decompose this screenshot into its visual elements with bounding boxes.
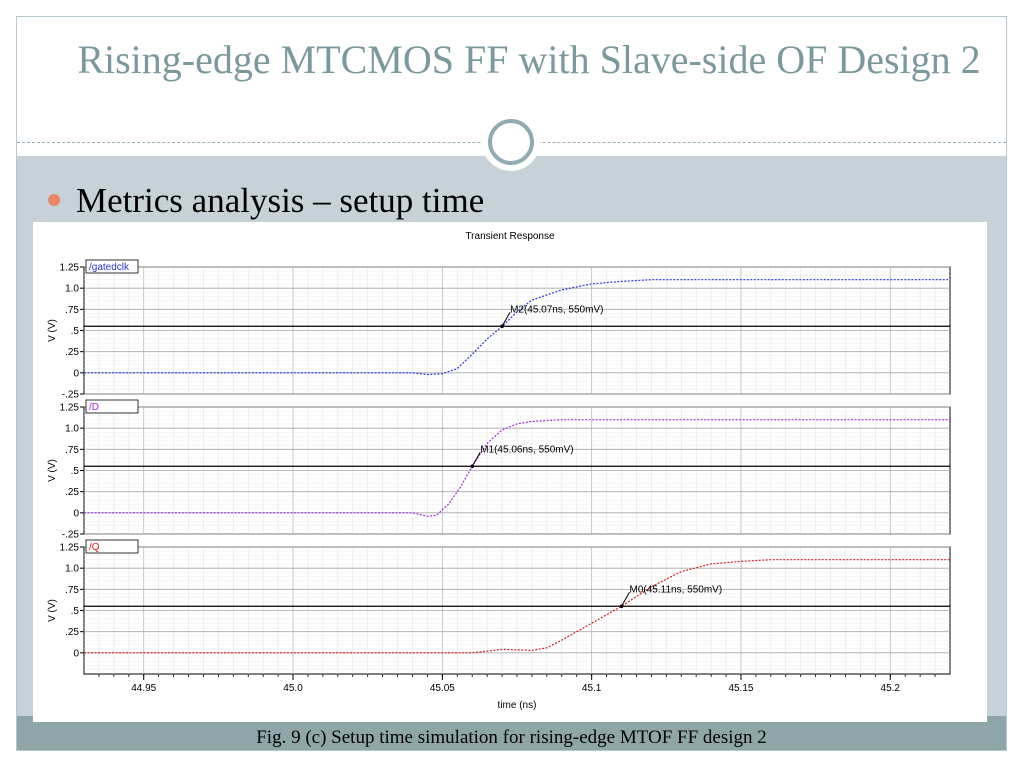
y-axis-label: V (V) [47,599,58,622]
marker-pointer [621,592,630,607]
x-tick-label: 45.2 [881,683,901,694]
legend-label: /Q [89,542,100,553]
legend-box [85,539,139,554]
x-tick-label: 45.15 [728,683,753,694]
bullet-text: Metrics analysis – setup time [76,181,485,220]
figure-caption: Fig. 9 (c) Setup time simulation for ris… [256,727,767,748]
marker-label: M1(45.06ns, 550mV) [480,444,573,455]
chart-title: Transient Response [465,231,555,242]
marker-label: M2(45.07ns, 550mV) [510,304,603,315]
y-tick-label: .75 [65,585,79,596]
y-tick-label: .5 [71,466,80,477]
ring-ornament-inner [488,119,534,165]
y-tick-label: 0 [73,368,79,379]
legend-label: /gatedclk [89,262,130,273]
legend-box [85,399,139,414]
x-tick-label: 45.1 [582,683,602,694]
transient-response-chart: Transient Response 1.25 1.0 .75 .5 .25 0 -.25 V … [47,231,951,711]
marker-pointer [471,452,481,467]
y-tick-label: 1.0 [65,284,79,295]
series-line [84,559,950,654]
marker-label: M0(45.11ns, 550mV) [630,584,723,595]
x-tick-label: 44.95 [131,683,156,694]
slide-frame [16,16,1007,751]
y-tick-label: .25 [65,347,79,358]
ring-ornament-icon [482,113,540,171]
marker-pointer [501,312,511,327]
y-axis-label: V (V) [47,319,58,342]
chart-container: Transient Response 1.25 1.0 .75 .5 .25 0 -.25 V … [33,222,987,722]
y-tick-label: 0 [73,648,79,659]
y-tick-label: 0 [73,508,79,519]
y-tick-label: 1.25 [60,543,80,554]
marker-point [500,324,504,329]
y-tick-label: 1.0 [65,424,79,435]
legend-box [85,259,139,274]
y-tick-label: .75 [65,305,79,316]
y-tick-label: .25 [65,487,79,498]
y-tick-label: 1.0 [65,564,79,575]
x-tick-label: 45.0 [283,683,303,694]
y-tick-label: .25 [65,627,79,638]
y-tick-label: .5 [71,606,80,617]
y-axis-label: V (V) [47,459,58,482]
x-tick-label: 45.05 [430,683,455,694]
y-tick-label: .75 [65,445,79,456]
y-tick-label: .5 [71,326,80,337]
y-tick-label: 1.25 [60,263,80,274]
marker-point [470,464,475,469]
x-axis-label: time (ns) [498,700,537,711]
y-tick-label: 1.25 [60,403,80,414]
y-tick-label: -.25 [62,390,80,401]
legend-label: /D [89,402,99,413]
y-tick-label: -.25 [62,530,80,541]
bullet-dot-icon [48,194,60,206]
slide-title: Rising-edge MTCMOS FF with Slave-side OF… [77,37,981,82]
marker-point [619,604,624,609]
